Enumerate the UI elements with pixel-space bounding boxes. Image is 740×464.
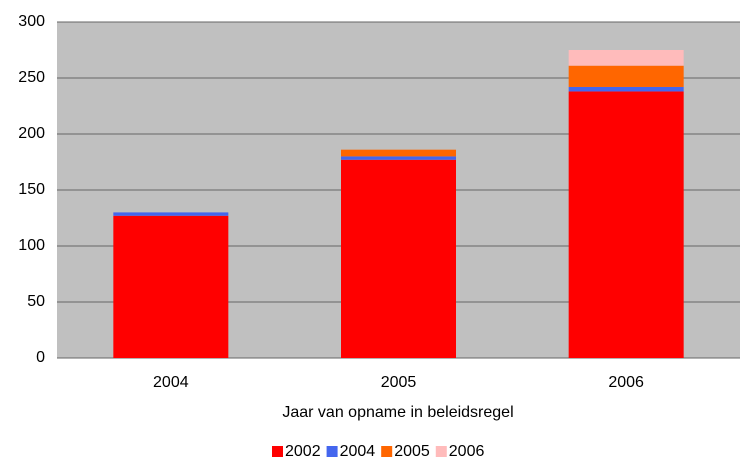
legend-swatch — [435, 446, 447, 457]
legend-label: 2002 — [285, 443, 321, 459]
bar-segment — [341, 156, 456, 160]
legend-label: 2005 — [394, 443, 430, 459]
x-tick-label: 2006 — [608, 374, 644, 391]
x-tick-label: 2004 — [153, 374, 189, 391]
y-tick-label: 150 — [18, 181, 45, 198]
x-axis-title: Jaar van opname in beleidsregel — [282, 404, 513, 421]
legend-swatch — [381, 446, 393, 457]
bar-segment — [341, 159, 456, 358]
bar-segment — [568, 86, 684, 92]
y-tick-label: 0 — [36, 349, 45, 366]
x-tick-label: 2005 — [381, 374, 417, 391]
bar-segment — [113, 212, 229, 216]
legend-swatch — [272, 446, 283, 457]
bar-segment — [568, 65, 684, 87]
legend-label: 2006 — [449, 443, 485, 459]
y-tick-label: 250 — [18, 69, 45, 86]
bar-segment — [568, 50, 684, 66]
legend-label: 2004 — [340, 443, 376, 459]
bar-segment — [341, 149, 456, 157]
bar-segment — [113, 215, 229, 358]
y-tick-label: 100 — [18, 237, 45, 254]
y-tick-label: 200 — [18, 125, 45, 142]
legend-swatch — [326, 446, 338, 457]
bar-segment — [568, 91, 684, 358]
y-tick-label: 300 — [18, 13, 45, 30]
y-tick-label: 50 — [27, 293, 45, 310]
